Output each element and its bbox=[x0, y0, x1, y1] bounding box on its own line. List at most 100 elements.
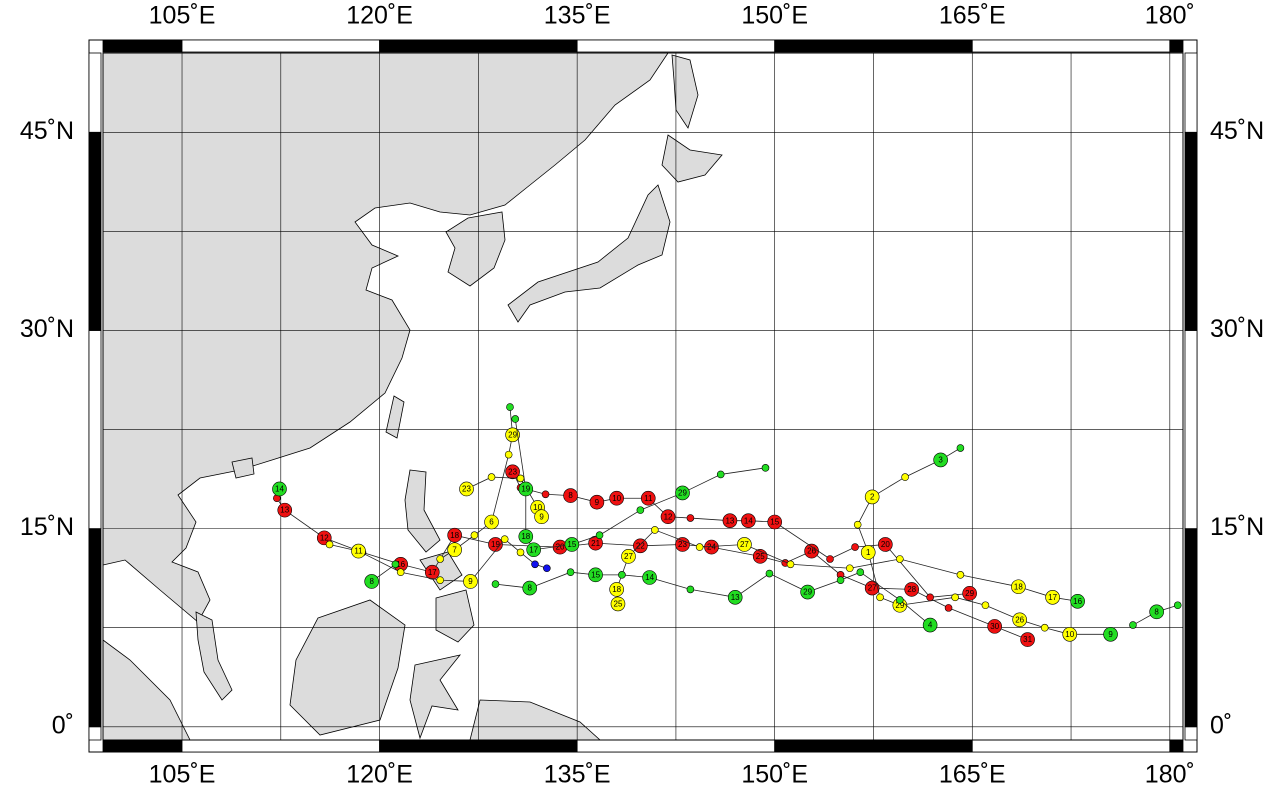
track-point bbox=[500, 535, 509, 543]
track-point bbox=[901, 473, 909, 481]
track-point bbox=[1129, 621, 1137, 629]
track-point bbox=[459, 481, 474, 497]
y-tick-label: 45˚N bbox=[1210, 117, 1264, 145]
y-tick-label: 0˚ bbox=[52, 711, 74, 739]
point-label: 25 bbox=[614, 600, 623, 609]
asia-mainland bbox=[102, 52, 669, 623]
track-point bbox=[860, 545, 876, 560]
track-point bbox=[1062, 627, 1078, 642]
track-point bbox=[543, 564, 551, 573]
point-label: 13 bbox=[731, 593, 740, 602]
frame-bar bbox=[1184, 131, 1198, 331]
frame-bar bbox=[379, 39, 578, 53]
point-label: 21 bbox=[591, 539, 600, 548]
point-label: 9 bbox=[595, 498, 600, 507]
point-label: 20 bbox=[556, 543, 565, 552]
track-point bbox=[642, 570, 657, 585]
track-point bbox=[488, 537, 503, 552]
point-label: 7 bbox=[452, 545, 457, 554]
x-tick-label: 105˚E bbox=[149, 761, 216, 789]
frame-bar bbox=[774, 739, 973, 753]
track-point bbox=[716, 470, 725, 479]
frame-bar bbox=[576, 739, 776, 753]
luzon bbox=[404, 469, 441, 553]
track-point bbox=[272, 481, 287, 497]
y-tick-label: 30˚N bbox=[20, 315, 74, 343]
track-point bbox=[878, 537, 893, 552]
track-point bbox=[364, 574, 379, 589]
point-label: 30 bbox=[990, 622, 999, 631]
track-point bbox=[987, 619, 1002, 634]
point-label: 8 bbox=[369, 577, 374, 586]
track-point bbox=[640, 490, 656, 506]
frame-bar bbox=[88, 528, 102, 728]
track-point bbox=[447, 527, 462, 543]
track-point bbox=[1040, 623, 1049, 632]
point-label: 3 bbox=[938, 456, 943, 465]
x-tick-label: 180˚ bbox=[1145, 761, 1195, 789]
point-label: 27 bbox=[624, 552, 633, 561]
frame-bar bbox=[1184, 528, 1198, 728]
track-point bbox=[566, 568, 575, 577]
point-label: 25 bbox=[756, 552, 765, 561]
track-point bbox=[484, 514, 499, 530]
track-point bbox=[675, 485, 690, 501]
axes: 105˚E 105˚E 120˚E 120˚E 135˚E 135˚E 150˚E 150˚E… bbox=[20, 2, 1264, 789]
frame-bar bbox=[1184, 726, 1198, 741]
track-point bbox=[651, 526, 659, 534]
point-label: 18 bbox=[1014, 582, 1023, 591]
track-point bbox=[864, 489, 880, 505]
track-point bbox=[786, 560, 795, 569]
point-label: 9 bbox=[539, 512, 544, 521]
point-label: 13 bbox=[280, 506, 289, 515]
track-point bbox=[836, 576, 845, 584]
track-point bbox=[1011, 579, 1026, 595]
point-label: 19 bbox=[491, 540, 500, 549]
x-tick-label: 120˚E bbox=[346, 2, 413, 30]
frame-bar bbox=[88, 726, 102, 741]
x-tick-label: 165˚E bbox=[939, 2, 1006, 30]
frame-bar bbox=[971, 39, 1171, 53]
track-point bbox=[541, 490, 550, 499]
frame-bar bbox=[1184, 330, 1198, 530]
track-point bbox=[1173, 601, 1182, 610]
track-point bbox=[1020, 632, 1035, 647]
point-label: 14 bbox=[275, 485, 284, 494]
point-label: 19 bbox=[521, 485, 530, 494]
track-point bbox=[727, 590, 743, 605]
track-point bbox=[595, 531, 604, 540]
track-point bbox=[695, 543, 704, 551]
track-point bbox=[660, 509, 676, 525]
track-point bbox=[511, 415, 520, 423]
point-label: 23 bbox=[678, 540, 687, 549]
track-point bbox=[741, 513, 756, 528]
point-label: 17 bbox=[428, 568, 437, 577]
borneo bbox=[289, 599, 406, 736]
track-point bbox=[526, 542, 541, 558]
y-tick-label: 30˚N bbox=[1210, 315, 1264, 343]
point-label: 11 bbox=[644, 494, 653, 503]
track-point bbox=[618, 571, 626, 579]
track-point bbox=[962, 586, 977, 601]
track-point bbox=[463, 574, 478, 589]
track-point bbox=[588, 567, 603, 583]
map-border bbox=[102, 52, 1184, 741]
point-label: 22 bbox=[636, 541, 645, 550]
track-point bbox=[981, 601, 990, 610]
sakhalin bbox=[671, 54, 699, 129]
point-label: 27 bbox=[868, 584, 877, 593]
track-point bbox=[956, 444, 965, 452]
track-point bbox=[396, 568, 405, 577]
point-label: 9 bbox=[468, 577, 473, 586]
track-point bbox=[436, 576, 444, 584]
point-label: 26 bbox=[807, 547, 816, 556]
track-point bbox=[325, 540, 334, 549]
point-label: 29 bbox=[508, 430, 517, 439]
frame-bar bbox=[88, 330, 102, 530]
point-label: 8 bbox=[528, 584, 533, 593]
track-point bbox=[621, 549, 636, 564]
y-tick-label: 15˚N bbox=[1210, 513, 1264, 541]
point-label: 24 bbox=[707, 543, 716, 552]
new-guinea bbox=[469, 699, 602, 741]
korea bbox=[445, 211, 506, 287]
